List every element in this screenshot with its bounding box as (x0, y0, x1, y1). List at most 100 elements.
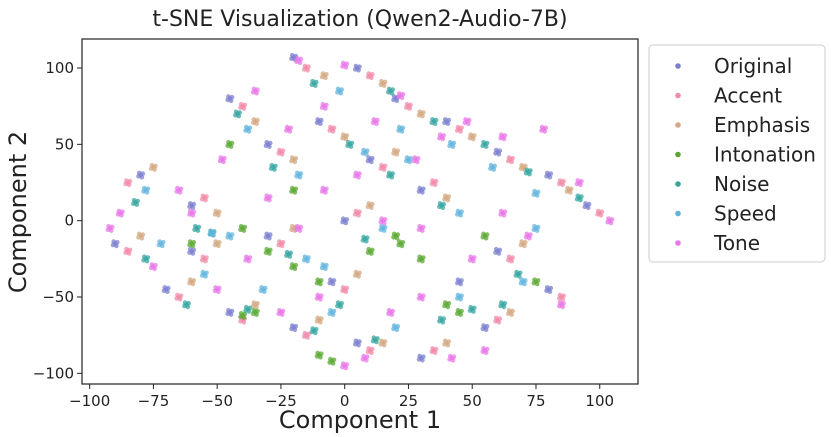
data-point (445, 121, 451, 126)
data-point (459, 125, 464, 131)
data-point (318, 297, 323, 302)
data-point (595, 208, 601, 214)
data-point (318, 281, 323, 287)
data-point (468, 254, 474, 260)
data-point (366, 246, 372, 252)
data-point (366, 155, 372, 160)
data-point (157, 239, 162, 244)
data-point (389, 312, 395, 317)
data-point (534, 281, 540, 287)
data-point (382, 217, 388, 222)
data-point (440, 319, 446, 325)
data-point (394, 327, 400, 333)
data-point (394, 152, 400, 157)
data-point (357, 171, 362, 176)
data-point (397, 239, 402, 244)
data-point (370, 156, 375, 161)
data-point (315, 350, 321, 356)
data-point (213, 208, 218, 214)
data-point (324, 186, 329, 192)
data-point (287, 254, 293, 259)
data-point (433, 117, 439, 123)
data-point (369, 251, 374, 256)
data-point (544, 170, 550, 176)
legend-marker-noise (675, 181, 681, 187)
data-point (319, 278, 324, 283)
data-point (445, 342, 451, 348)
x-tick-label: 50 (463, 392, 482, 410)
data-point (599, 209, 605, 214)
data-point (466, 117, 472, 123)
data-point (399, 129, 405, 134)
data-point (547, 289, 553, 295)
data-point (534, 228, 540, 233)
data-point (421, 255, 426, 260)
series-intonation (187, 140, 541, 366)
data-point (375, 117, 380, 123)
data-point (379, 224, 384, 229)
data-point (343, 289, 349, 295)
data-point (408, 156, 413, 161)
data-point (200, 269, 206, 275)
data-point (421, 354, 426, 360)
data-point (542, 129, 548, 134)
data-point (343, 220, 349, 226)
data-point (292, 190, 298, 195)
data-point (483, 350, 489, 356)
data-point (343, 136, 349, 142)
data-point (264, 231, 270, 237)
data-point (458, 129, 464, 134)
data-point (451, 140, 457, 146)
data-point (374, 121, 379, 126)
data-point (445, 197, 451, 203)
data-point (458, 312, 464, 317)
data-point (560, 182, 565, 188)
data-point (191, 201, 197, 207)
data-point (442, 338, 448, 344)
data-point (407, 159, 413, 165)
legend-box (648, 44, 826, 263)
data-point (430, 346, 435, 351)
data-point (484, 346, 490, 352)
data-point (397, 124, 402, 130)
y-axis-ticks: −100 −50 0 50 100 (33, 59, 82, 382)
data-point (178, 293, 184, 299)
data-point (471, 309, 476, 314)
data-point (510, 156, 515, 161)
data-point (204, 255, 209, 260)
data-point (330, 312, 336, 317)
data-point (557, 292, 563, 298)
data-point (561, 293, 566, 299)
data-point (124, 178, 129, 183)
data-point (298, 224, 304, 230)
data-point (323, 190, 328, 195)
data-point (528, 168, 533, 173)
data-point (238, 311, 244, 316)
data-point (135, 198, 140, 204)
data-point (244, 304, 249, 310)
data-point (190, 281, 196, 287)
data-point (382, 339, 388, 344)
data-point (578, 182, 583, 188)
data-point (320, 262, 326, 267)
data-point (211, 229, 217, 234)
data-point (279, 312, 285, 317)
data-point (255, 87, 260, 92)
data-point (254, 312, 259, 317)
data-point (496, 319, 502, 325)
data-point (437, 132, 443, 137)
data-point (430, 178, 435, 183)
data-point (471, 258, 476, 264)
data-point (364, 239, 369, 244)
legend-label-tone: Tone (713, 231, 760, 255)
data-point (370, 247, 375, 253)
data-point (455, 277, 461, 283)
data-point (433, 178, 439, 184)
data-point (369, 205, 374, 210)
data-point (190, 243, 196, 249)
data-point (598, 213, 604, 218)
data-point (216, 289, 221, 295)
data-point (371, 335, 377, 341)
data-point (126, 182, 132, 188)
data-point (313, 79, 319, 85)
